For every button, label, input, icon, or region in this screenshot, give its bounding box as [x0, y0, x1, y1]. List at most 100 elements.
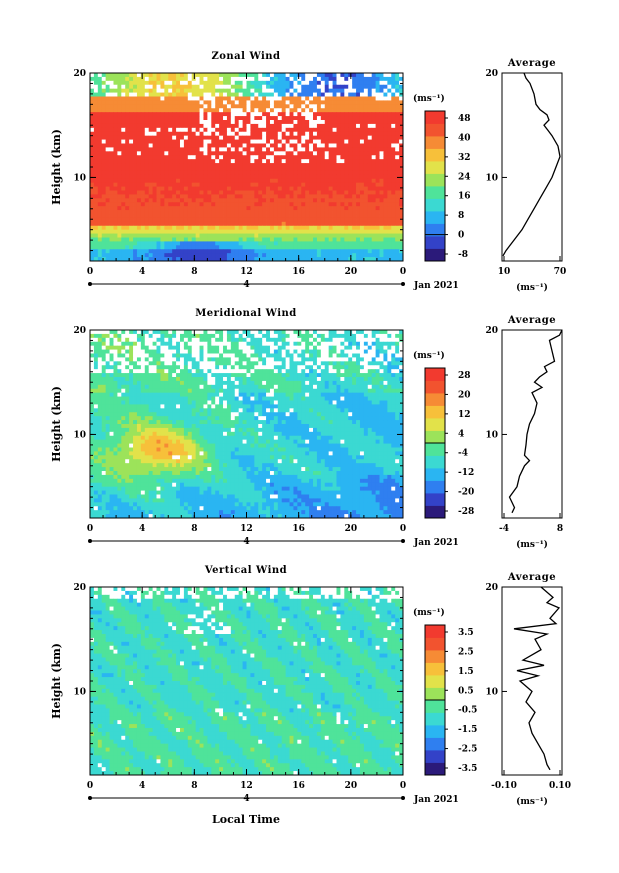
heatmap-cell [125, 337, 130, 343]
heatmap-cell [215, 163, 220, 168]
heatmap-cell [395, 198, 400, 203]
heatmap-cell [344, 190, 349, 195]
heatmap-cell [328, 108, 333, 113]
heatmap-cell [109, 84, 114, 90]
heatmap-cell [277, 217, 283, 223]
heatmap-cell [226, 369, 232, 374]
heatmap-cell [250, 330, 255, 335]
heatmap-cell [129, 245, 134, 250]
heatmap-cell [93, 92, 99, 97]
heatmap-cell [297, 377, 302, 382]
heatmap-cell [113, 210, 118, 215]
heatmap-cell [226, 112, 232, 117]
heatmap-cell [344, 198, 349, 203]
heatmap-cell [238, 112, 243, 117]
heatmap-cell [336, 151, 341, 156]
heatmap-cell [356, 104, 361, 109]
heatmap-cell [172, 170, 177, 176]
heatmap-cell [277, 373, 283, 378]
heatmap-cell [179, 194, 185, 199]
heatmap-cell [234, 155, 240, 160]
heatmap-cell [281, 112, 287, 117]
heatmap-cell [250, 155, 255, 160]
heatmap-cell [199, 80, 204, 86]
heatmap-cell [144, 88, 150, 93]
heatmap-cell [305, 229, 310, 234]
heatmap-cell [285, 104, 290, 109]
heatmap-cell [352, 88, 357, 93]
heatmap-cell [336, 143, 341, 148]
heatmap-cell [258, 135, 263, 140]
heatmap-cell [297, 349, 302, 354]
heatmap-cell [348, 96, 353, 101]
heatmap-cell [140, 123, 146, 129]
heatmap-cell [117, 341, 122, 347]
heatmap-cell [285, 80, 290, 86]
heatmap-cell [269, 233, 275, 238]
heatmap-cell [97, 194, 103, 199]
heatmap-cell [375, 337, 380, 343]
heatmap-cell [101, 341, 107, 347]
heatmap-cell [148, 143, 153, 148]
heatmap-cell [97, 143, 103, 148]
heatmap-cell [305, 194, 310, 199]
heatmap-cell [305, 88, 310, 93]
heatmap-cell [344, 163, 349, 168]
heatmap-cell [309, 233, 314, 238]
heatmap-cell [164, 80, 169, 86]
heatmap-cell [348, 135, 353, 140]
colorbar-swatch [425, 236, 445, 249]
heatmap-cell [109, 135, 114, 140]
heatmap-cell [352, 123, 357, 129]
heatmap-cell [340, 210, 345, 215]
heatmap-cell [281, 182, 287, 187]
heatmap-cell [207, 139, 212, 144]
heatmap-cell [172, 186, 177, 191]
heatmap-cell [387, 143, 392, 148]
heatmap-cell [215, 155, 220, 160]
heatmap-cell [316, 135, 322, 140]
heatmap-cell [332, 108, 337, 113]
heatmap-cell [336, 330, 341, 335]
heatmap-cell [367, 92, 373, 97]
heatmap-cell [129, 76, 134, 82]
heatmap-cell [152, 365, 157, 370]
heatmap-cell [359, 330, 365, 335]
heatmap-cell [226, 214, 232, 219]
heatmap-cell [105, 174, 110, 180]
heatmap-cell [176, 135, 181, 140]
colorbar-swatch [425, 123, 445, 137]
heatmap-cell [164, 182, 169, 187]
heatmap-cell [160, 253, 165, 258]
heatmap-cell [215, 84, 220, 90]
heatmap-cell [246, 104, 251, 109]
heatmap-cell [328, 84, 333, 90]
heatmap-cell [160, 241, 165, 246]
heatmap-cell [191, 217, 197, 223]
heatmap-cell [93, 167, 99, 172]
heatmap-cell [105, 341, 110, 347]
heatmap-cell [363, 198, 369, 203]
heatmap-cell [176, 210, 181, 215]
heatmap-cell [230, 241, 236, 246]
heatmap-cell [305, 80, 310, 86]
heatmap-cell [336, 84, 341, 90]
heatmap-cell [97, 151, 103, 156]
heatmap-cell [254, 361, 259, 366]
heatmap-cell [117, 80, 122, 86]
heatmap-cell [258, 80, 263, 86]
heatmap-cell [254, 221, 259, 227]
colorbar-unit: (ms⁻¹) [413, 93, 445, 104]
heatmap-cell [113, 229, 118, 234]
heatmap-cell [238, 225, 243, 231]
heatmap-cell [344, 112, 349, 117]
heatmap-cell [164, 92, 169, 97]
heatmap-cell [289, 151, 294, 156]
heatmap-cell [183, 190, 189, 195]
heatmap-cell [246, 245, 251, 250]
heatmap-cell [105, 135, 110, 140]
heatmap-cell [172, 369, 177, 374]
heatmap-cell [293, 167, 298, 172]
heatmap-cell [262, 84, 267, 90]
heatmap-cell [242, 167, 247, 172]
